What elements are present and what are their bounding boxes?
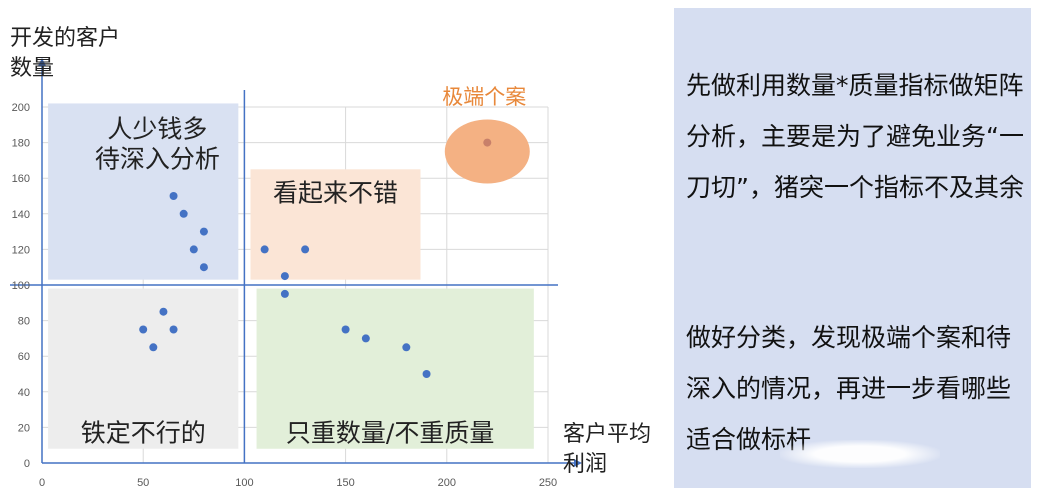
quadrant-box: [48, 288, 239, 449]
y-tick-label: 140: [12, 209, 30, 221]
x-tick-label: 100: [235, 477, 253, 489]
quadrant-box: [256, 288, 534, 449]
quadrant-label: 待深入分析: [95, 145, 220, 174]
x-tick-label: 250: [539, 477, 557, 489]
note-paragraph-1: 先做利用数量*质量指标做矩阵分析，主要是为了避免业务“一刀切”，猪突一个指标不及…: [686, 71, 1024, 202]
y-axis-arrow: [38, 58, 46, 66]
data-point: [260, 245, 269, 254]
x-axis-arrow: [574, 459, 582, 467]
x-axis-title: 客户平均利润: [563, 422, 652, 477]
data-point: [199, 227, 208, 236]
y-tick-label: 160: [12, 173, 30, 185]
outlier-label: 极端个案: [442, 85, 526, 109]
x-tick-label: 200: [438, 477, 456, 489]
scribble-mark: [780, 440, 940, 468]
y-tick-label: 60: [18, 351, 30, 363]
y-tick-label: 120: [12, 244, 30, 256]
x-tick-label: 150: [336, 477, 354, 489]
data-point: [179, 209, 188, 218]
y-axis-title: 开发的客户数量: [10, 26, 121, 81]
note-paragraph-2: 做好分类，发现极端个案和待深入的情况，再进一步看哪些适合做标杆: [686, 323, 1012, 454]
y-tick-label: 40: [18, 387, 30, 399]
y-tick-label: 100: [12, 280, 30, 292]
data-point: [169, 325, 178, 334]
y-tick-label: 20: [18, 422, 30, 434]
data-point: [341, 325, 350, 334]
data-point: [422, 370, 431, 378]
y-tick-label: 200: [12, 102, 30, 114]
data-point: [199, 263, 208, 272]
data-point: [139, 325, 148, 334]
data-point: [301, 245, 310, 254]
y-tick-label: 180: [12, 138, 30, 150]
x-tick-label: 50: [137, 477, 149, 489]
quadrant-box: [250, 169, 421, 280]
y-tick-label: 80: [18, 316, 30, 328]
y-tick-label: 0: [24, 458, 30, 470]
note-panel: 先做利用数量*质量指标做矩阵分析，主要是为了避免业务“一刀切”，猪突一个指标不及…: [674, 8, 1031, 488]
quadrant-label: 人少钱多: [107, 114, 207, 143]
outlier-ellipse: [444, 119, 530, 184]
data-point: [169, 192, 178, 200]
data-point: [189, 245, 198, 254]
quadrant-label: 铁定不行的: [81, 419, 206, 448]
data-point: [402, 343, 411, 352]
quadrant-label: 只重数量/不重质量: [286, 419, 494, 448]
data-point: [149, 343, 158, 352]
quadrant-box: [48, 103, 239, 280]
x-tick-label: 0: [39, 477, 45, 489]
data-point: [280, 272, 289, 281]
data-point: [483, 138, 492, 147]
scatter-chart: 0 20 40 60 80 100 120 140 160 180 200 0 50 100 150 200 2…: [10, 58, 582, 489]
data-point: [280, 289, 289, 298]
quadrant-label: 看起来不错: [273, 178, 398, 207]
data-point: [159, 307, 168, 316]
data-point: [361, 334, 370, 343]
